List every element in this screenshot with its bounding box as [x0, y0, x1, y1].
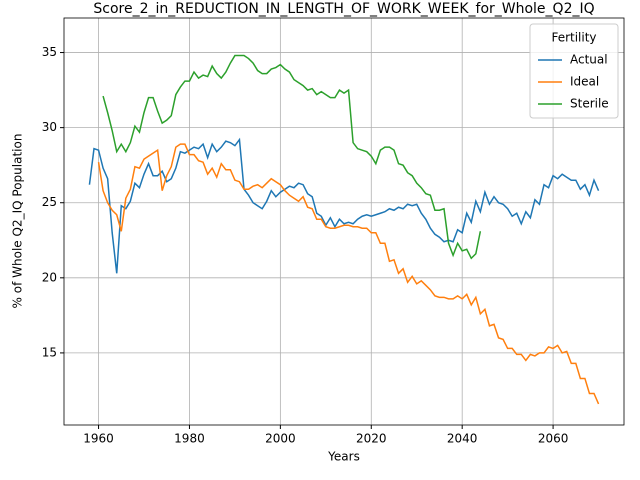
- x-tick-label: 1980: [174, 432, 205, 446]
- x-tick-label: 2040: [447, 432, 478, 446]
- y-tick-label: 30: [42, 120, 57, 134]
- x-tick-label: 1960: [83, 432, 114, 446]
- y-tick-label: 20: [42, 270, 57, 284]
- y-axis-label: % of Whole Q2_IQ Population: [11, 134, 25, 309]
- x-tick-label: 2000: [265, 432, 296, 446]
- x-tick-label: 2060: [538, 432, 569, 446]
- legend-label: Sterile: [570, 97, 609, 111]
- legend-box: [529, 23, 619, 119]
- x-axis-label: Years: [327, 450, 360, 464]
- legend-label: Actual: [570, 53, 608, 67]
- line-series: [102, 54, 482, 260]
- plot-frame: [63, 17, 625, 426]
- legend-label: Ideal: [570, 75, 599, 89]
- y-tick-label: 15: [42, 345, 57, 359]
- chart-title: Score_2_in_REDUCTION_IN_LENGTH_OF_WORK_W…: [93, 1, 594, 17]
- y-tick-label: 35: [42, 45, 57, 59]
- legend-title: Fertility: [551, 31, 596, 45]
- line-series: [88, 137, 600, 274]
- y-tick-label: 25: [42, 195, 57, 209]
- line-series: [97, 143, 600, 405]
- x-tick-label: 2020: [356, 432, 387, 446]
